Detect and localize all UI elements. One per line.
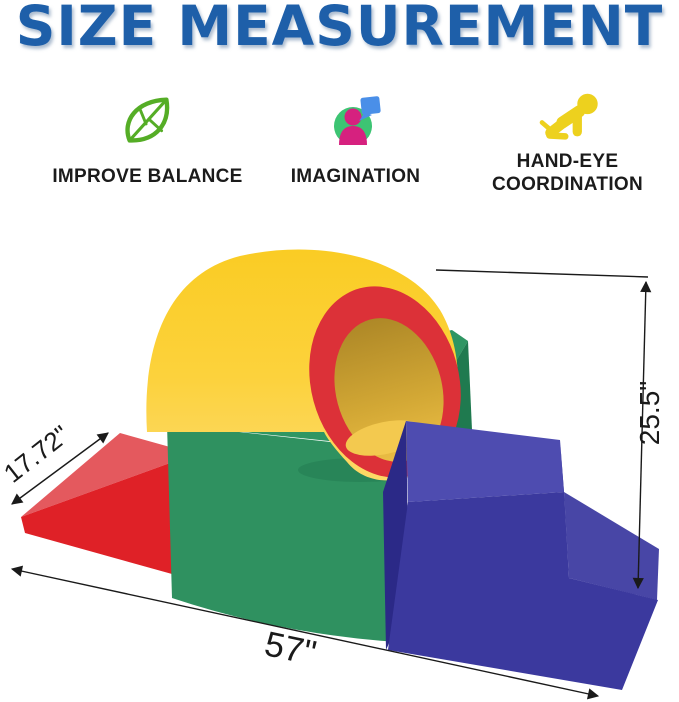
height-extension-line <box>435 269 649 278</box>
feature-label: IMAGINATION <box>290 166 421 187</box>
page-title: SIZE MEASUREMENT <box>15 0 664 58</box>
leaf-icon <box>117 88 179 156</box>
feature-label: IMPROVE BALANCE <box>52 166 243 187</box>
feature-label-line2: COORDINATION <box>491 174 644 195</box>
height-dimension-label: 25.5" <box>634 381 665 445</box>
ramp-dimension-label: 17.72" <box>0 419 75 488</box>
height-dimension: 25.5" <box>435 269 665 590</box>
crawling-baby-icon <box>534 88 602 144</box>
length-dimension-line <box>10 565 600 700</box>
feature-improve-balance: IMPROVE BALANCE <box>45 88 250 188</box>
ramp-dimension-line <box>11 432 109 505</box>
feature-imagination: IMAGINATION <box>258 88 453 188</box>
product-illustration: 25.5" 17.72" 57" <box>0 249 665 700</box>
feature-hand-eye-coordination: HAND-EYE COORDINATION <box>460 88 675 196</box>
height-dimension-line <box>632 280 652 590</box>
blue-two-step-stairs <box>383 421 659 690</box>
imagination-icon <box>324 88 388 156</box>
feature-label-line1: HAND-EYE <box>516 151 619 172</box>
